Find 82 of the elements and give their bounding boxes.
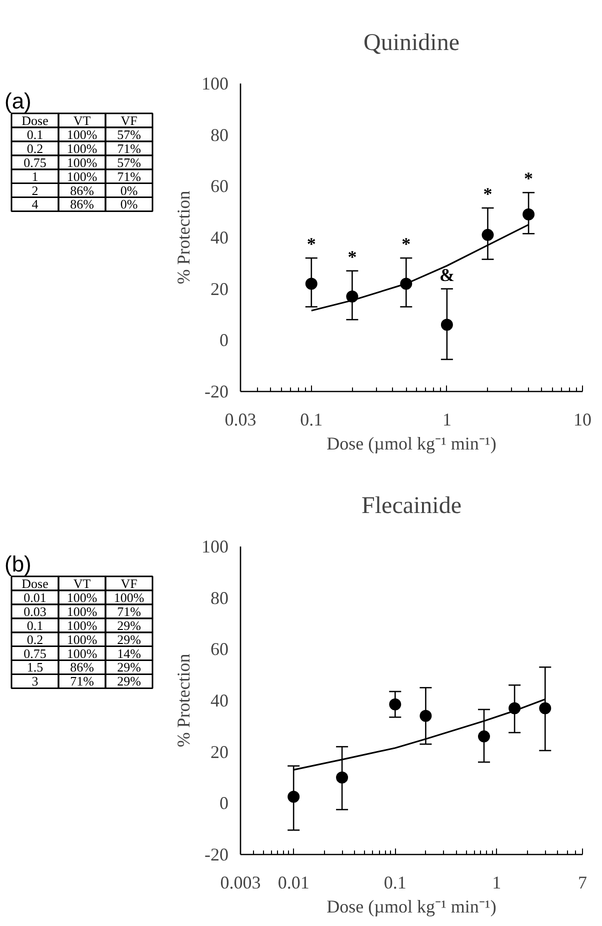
text: 86% xyxy=(70,182,94,198)
text: VF xyxy=(120,576,138,591)
text: 71% xyxy=(117,604,142,619)
y-tick-label: 100 xyxy=(202,536,228,556)
text: 29% xyxy=(117,674,142,689)
text: Dose xyxy=(22,576,49,591)
text: 57% xyxy=(117,154,142,170)
text: (b) xyxy=(4,551,32,576)
y-tick-label: 80 xyxy=(210,124,228,145)
x-tick-label: 7 xyxy=(578,872,587,892)
x-tick-label: 0.01 xyxy=(278,872,310,892)
text: 0% xyxy=(120,182,138,198)
text: Dose xyxy=(22,112,49,128)
y-tick-label: 80 xyxy=(210,588,228,608)
text: 86% xyxy=(70,196,94,212)
annotation: * xyxy=(306,234,316,254)
y-tick-label: 60 xyxy=(210,639,228,660)
y-tick-label: 20 xyxy=(210,742,228,762)
text: 29% xyxy=(117,632,142,647)
y-tick-label: 0 xyxy=(220,330,228,350)
text: 57% xyxy=(117,126,142,142)
y-tick-label: 40 xyxy=(210,228,228,248)
text: 100% xyxy=(66,590,98,605)
y-tick-label: 0 xyxy=(220,793,228,814)
y-tick-label: -20 xyxy=(204,844,229,864)
text: 100% xyxy=(66,168,98,184)
text: 0.03 xyxy=(24,604,46,619)
x-tick-label: 1 xyxy=(492,872,502,892)
annotation: * xyxy=(348,246,357,267)
text: 0% xyxy=(120,196,138,212)
x-tick-label: 1 xyxy=(442,410,452,430)
text: 100% xyxy=(66,154,98,170)
text: 71% xyxy=(117,168,142,184)
text: 71% xyxy=(117,140,142,156)
y-tick-label: -20 xyxy=(204,382,229,402)
text: 1.5 xyxy=(26,660,44,675)
text: 100% xyxy=(66,604,98,619)
y-tick-label: 60 xyxy=(210,176,228,196)
text: 0.1 xyxy=(26,618,44,633)
text: 4 xyxy=(32,196,39,212)
text: VT xyxy=(73,576,91,591)
annotation: & xyxy=(439,264,454,285)
y-axis-title: % Protection xyxy=(174,654,194,748)
x-axis-title: Dose (µmol kg⁻¹ min⁻¹) xyxy=(326,896,496,916)
text: 100% xyxy=(66,140,98,156)
text: 71% xyxy=(70,674,94,689)
text: (a) xyxy=(4,88,32,114)
text: 0.2 xyxy=(26,632,44,647)
text: 29% xyxy=(117,660,142,675)
text: 100% xyxy=(66,646,98,661)
x-axis-title: Dose (µmol kg⁻¹ min⁻¹) xyxy=(326,434,496,454)
text: 0.75 xyxy=(24,154,46,170)
text: 0.75 xyxy=(24,646,46,661)
text: 3 xyxy=(32,674,38,689)
text: 100% xyxy=(66,632,98,647)
annotation: * xyxy=(524,168,534,189)
x-tick-label: 0.1 xyxy=(300,410,323,430)
x-tick-label: 10 xyxy=(574,410,592,430)
annotation: * xyxy=(402,234,411,254)
text: 0.01 xyxy=(24,590,46,605)
text: 0.2 xyxy=(26,140,44,156)
x-tick-label: 0.1 xyxy=(384,872,406,892)
y-axis-title: % Protection xyxy=(174,190,194,284)
y-tick-label: 40 xyxy=(210,690,228,710)
chart-title: Quinidine xyxy=(364,30,460,56)
chart-title: Flecainide xyxy=(362,493,462,519)
x-tick-label: 0.003 xyxy=(220,872,261,892)
text: 1 xyxy=(32,168,38,184)
annotation: * xyxy=(483,184,492,204)
text: 100% xyxy=(66,126,98,142)
y-tick-label: 20 xyxy=(210,278,228,299)
text: 0.1 xyxy=(26,126,44,142)
text: 100% xyxy=(66,618,98,633)
text: 14% xyxy=(117,646,142,661)
text: 29% xyxy=(117,618,142,633)
text: VT xyxy=(73,112,91,128)
y-tick-label: 100 xyxy=(202,74,228,94)
x-tick-label: 0.03 xyxy=(224,410,256,430)
text: 100% xyxy=(114,590,144,605)
text: 2 xyxy=(32,182,38,198)
text: 86% xyxy=(70,660,94,675)
text: VF xyxy=(120,112,138,128)
